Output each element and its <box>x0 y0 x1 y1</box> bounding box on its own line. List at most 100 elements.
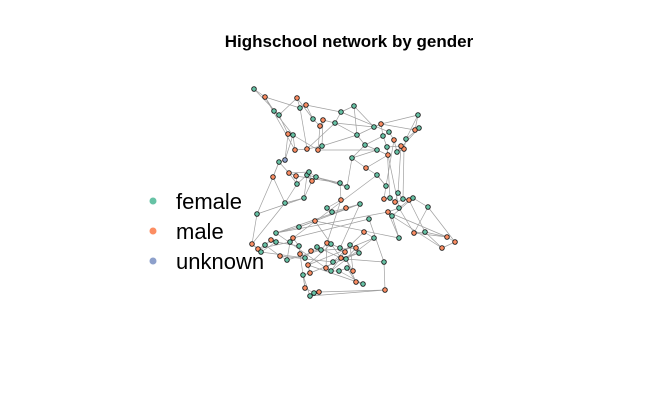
node-female <box>386 129 392 135</box>
node-female <box>328 268 334 274</box>
network-edge <box>353 105 375 128</box>
network-edge <box>346 267 357 283</box>
node-female <box>251 86 257 92</box>
node-female <box>284 257 290 263</box>
node-female <box>329 209 335 215</box>
network-edge <box>346 157 353 188</box>
node-male <box>338 255 344 261</box>
network-edge <box>383 261 386 291</box>
node-male <box>286 170 292 176</box>
network-edge <box>299 107 308 150</box>
network-edge <box>305 104 342 113</box>
node-male <box>392 199 398 205</box>
node-female <box>300 272 306 278</box>
network-edge <box>278 114 289 135</box>
node-female <box>389 213 395 219</box>
node-male <box>316 289 322 295</box>
node-female <box>313 174 319 180</box>
node-male <box>307 270 313 276</box>
network-edge <box>321 119 324 147</box>
node-male <box>411 230 417 236</box>
legend: female male unknown <box>149 189 264 274</box>
node-male <box>293 173 299 179</box>
node-male <box>385 209 391 215</box>
node-female <box>276 112 282 118</box>
legend-item-female: female <box>149 189 242 214</box>
node-female <box>354 132 360 138</box>
node-unknown <box>282 157 288 163</box>
node-female <box>332 120 338 126</box>
network-edge <box>368 218 385 263</box>
network-edge <box>334 122 358 136</box>
node-male <box>294 95 300 101</box>
node-female <box>374 147 380 153</box>
network-edge <box>298 203 361 228</box>
network-edge <box>345 258 385 263</box>
network-edge <box>424 231 448 238</box>
node-male <box>249 241 255 247</box>
network-edge <box>413 206 429 234</box>
node-female <box>296 243 302 249</box>
network-edge <box>405 114 419 140</box>
node-male <box>297 251 303 257</box>
node-female <box>302 255 308 261</box>
node-male <box>353 245 359 251</box>
network-edge <box>256 197 305 215</box>
node-female <box>271 108 277 114</box>
node-female <box>400 196 406 202</box>
node-female <box>422 229 428 235</box>
node-female <box>290 132 296 138</box>
node-female <box>425 204 431 210</box>
network-edge <box>306 122 336 150</box>
node-female <box>310 116 316 122</box>
node-female <box>349 155 355 161</box>
network-edge <box>286 249 322 261</box>
node-male <box>338 197 344 203</box>
network-edge <box>339 182 342 201</box>
node-male <box>315 147 321 153</box>
network-edge <box>264 96 301 109</box>
node-male <box>378 121 384 127</box>
node-female <box>311 290 317 296</box>
node-male <box>270 174 276 180</box>
node-male <box>385 152 391 158</box>
node-female <box>381 259 387 265</box>
network-edge <box>397 145 402 194</box>
network-edge <box>284 134 294 161</box>
network-edge <box>380 114 419 125</box>
network-edge <box>364 135 384 146</box>
node-female <box>387 195 393 201</box>
network-edge <box>356 126 375 136</box>
node-female <box>273 230 279 236</box>
node-female <box>307 293 313 299</box>
node-male <box>391 137 397 143</box>
network-edge <box>318 289 386 293</box>
network-edge <box>339 203 361 249</box>
node-female <box>276 159 282 165</box>
node-male <box>290 235 296 241</box>
network-edge <box>284 133 289 161</box>
node-female <box>294 181 300 187</box>
node-female <box>380 133 386 139</box>
node-female <box>371 235 377 241</box>
node-female <box>306 169 312 175</box>
node-male <box>323 265 329 271</box>
legend-item-unknown: unknown <box>149 249 264 274</box>
node-male <box>363 165 369 171</box>
network-edge <box>334 122 375 128</box>
network-edge <box>284 183 298 204</box>
node-female <box>336 268 342 274</box>
node-male <box>444 234 450 240</box>
node-female <box>356 250 362 256</box>
network-edge <box>275 241 300 247</box>
network-edge <box>349 244 354 272</box>
legend-marker-unknown <box>149 257 157 265</box>
node-male <box>308 248 314 254</box>
node-male <box>292 147 298 153</box>
node-female <box>330 259 336 265</box>
network-edge <box>292 134 319 151</box>
node-female <box>287 239 293 245</box>
network-edge <box>272 176 286 204</box>
node-female <box>415 112 421 118</box>
node-female <box>296 224 302 230</box>
